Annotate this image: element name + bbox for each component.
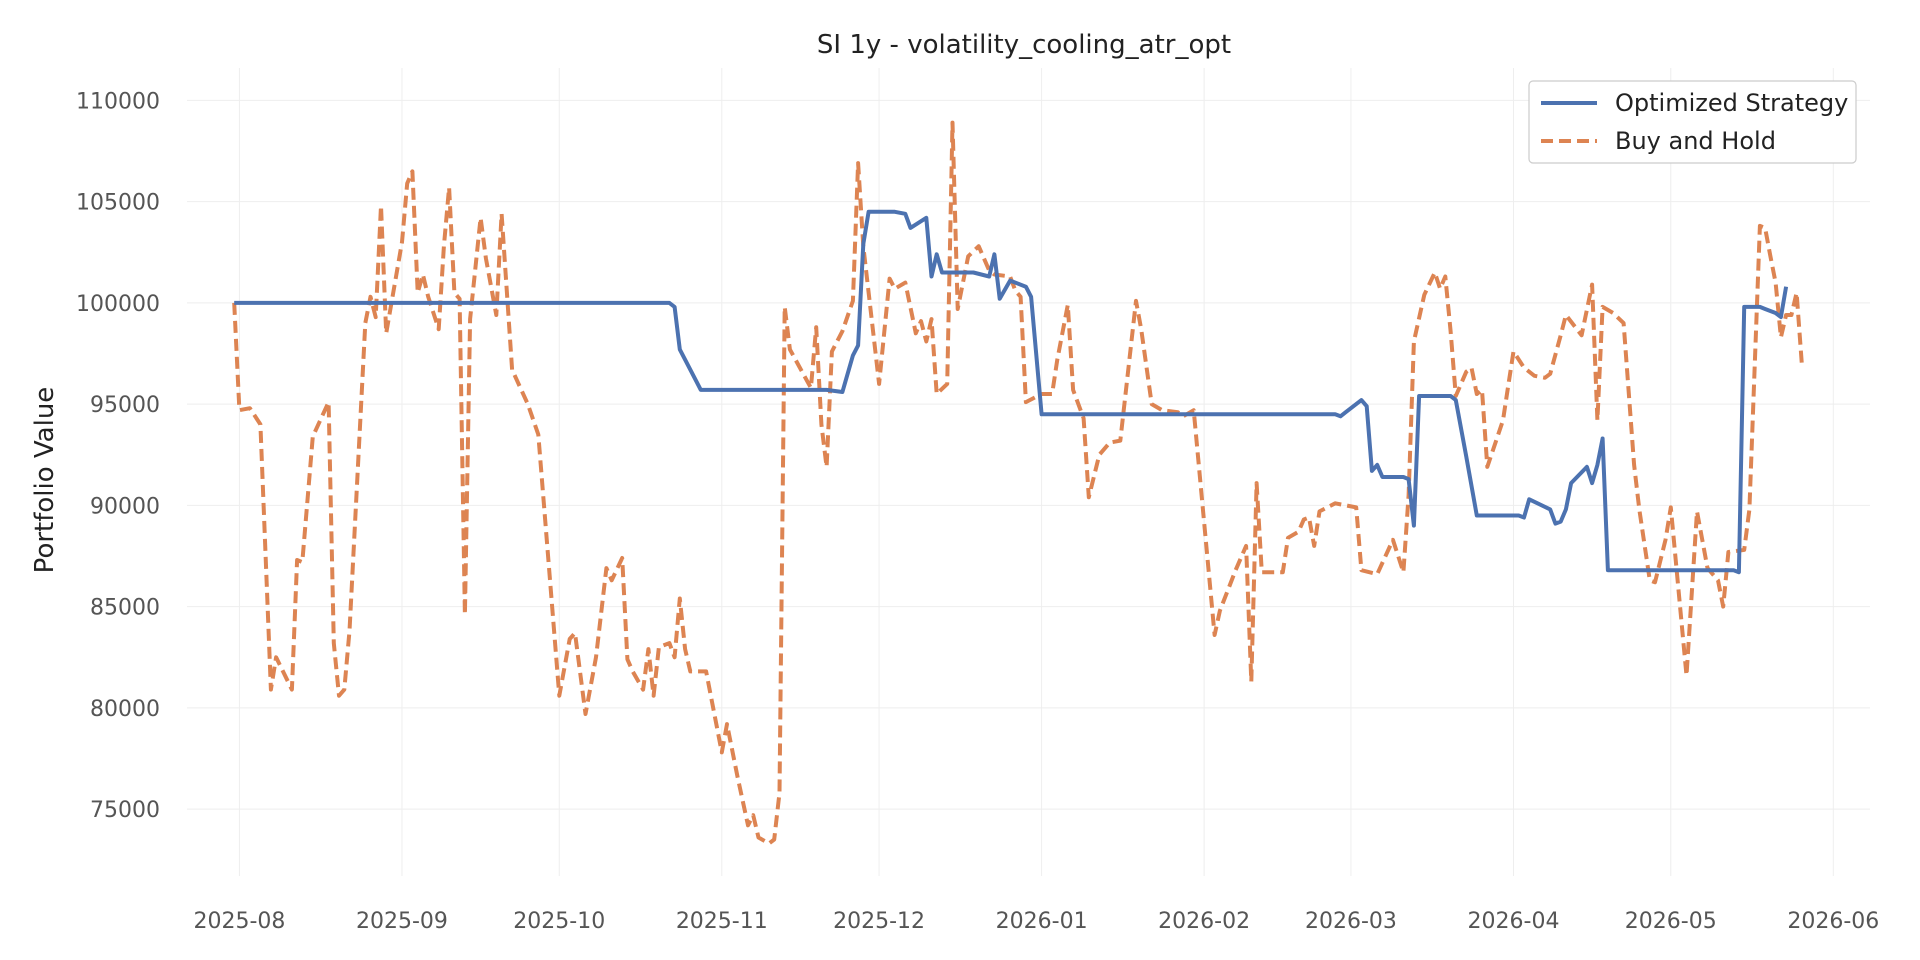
legend-label-buy-and-hold: Buy and Hold (1615, 127, 1776, 155)
x-tick-label-2026-06: 2026-06 (1787, 909, 1879, 934)
x-tick-label-2025-09: 2025-09 (356, 909, 448, 934)
y-tick-label-85000: 85000 (90, 596, 160, 621)
x-tick-label-2025-11: 2025-11 (676, 909, 768, 934)
y-tick-label-90000: 90000 (90, 494, 160, 519)
series-line-optimized-strategy (234, 209, 1789, 575)
x-tick-label-2025-08: 2025-08 (193, 909, 285, 934)
legend: Optimized Strategy Buy and Hold (1528, 80, 1857, 164)
x-tick-label-2026-04: 2026-04 (1468, 909, 1560, 934)
y-tick-label-110000: 110000 (76, 89, 160, 114)
x-tick-label-2026-02: 2026-02 (1158, 909, 1250, 934)
grid (187, 68, 1870, 876)
x-tick-label-2025-12: 2025-12 (833, 909, 925, 934)
legend-label-optimized-strategy: Optimized Strategy (1615, 89, 1848, 117)
series-area (232, 120, 1804, 846)
x-tick-label-2025-10: 2025-10 (513, 909, 605, 934)
y-tick-label-105000: 105000 (76, 191, 160, 216)
x-axis: 2025-08 2025-09 2025-10 2025-11 2025-12 2026-… (193, 909, 1879, 934)
y-tick-label-80000: 80000 (90, 697, 160, 722)
y-axis-title: Portfolio Value (30, 387, 60, 574)
y-tick-label-100000: 100000 (76, 292, 160, 317)
series-line-buy-and-hold (232, 120, 1804, 846)
x-tick-label-2026-05: 2026-05 (1625, 909, 1717, 934)
y-tick-label-75000: 75000 (90, 798, 160, 823)
chart-title: SI 1y - volatility_cooling_atr_opt (817, 30, 1231, 60)
x-tick-label-2026-03: 2026-03 (1305, 909, 1397, 934)
legend-box (1528, 80, 1857, 164)
y-tick-label-95000: 95000 (90, 393, 160, 418)
y-axis: 75000 80000 85000 90000 95000 100000 105000 110… (76, 89, 160, 823)
x-tick-label-2026-01: 2026-01 (996, 909, 1088, 934)
